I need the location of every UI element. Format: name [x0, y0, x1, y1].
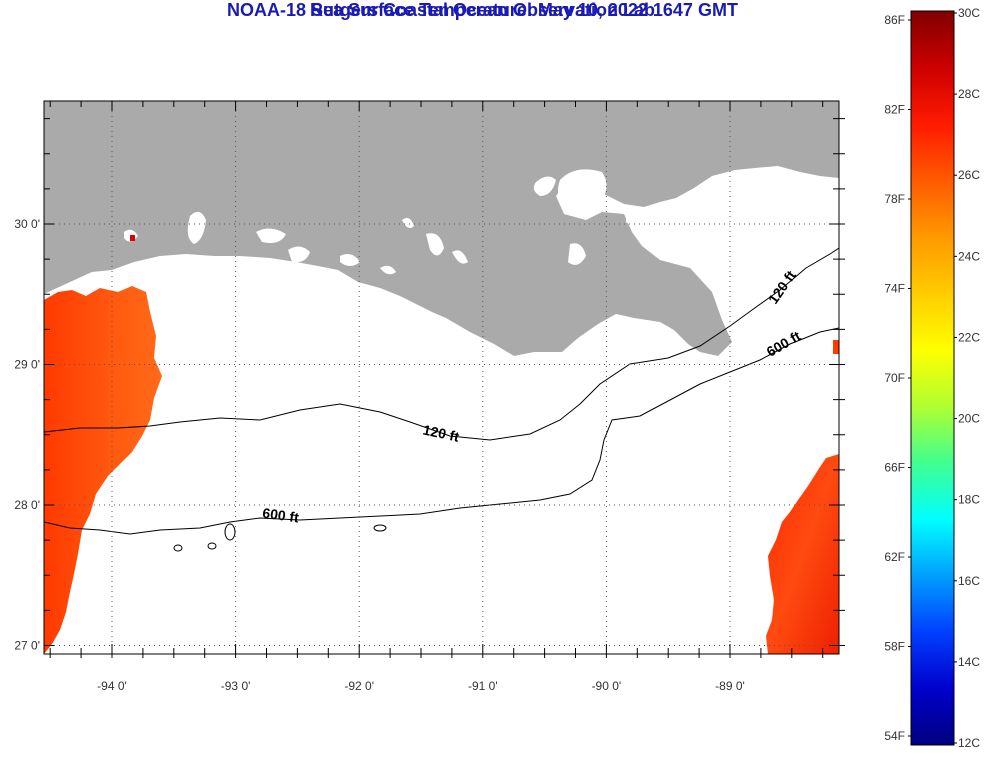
colorbar-celsius-labels: 30C 28C 26C 24C 22C 20C 18C 16C 14C 12C: [958, 6, 980, 750]
celsius-label: 22C: [958, 330, 980, 344]
latitude-labels: 30 0' 29 0' 28 0' 27 0': [14, 217, 40, 653]
land-mass: [44, 101, 839, 356]
isobath-contour-fragment: [173, 544, 183, 552]
lat-label: 30 0': [14, 217, 40, 231]
fahrenheit-label: 74F: [884, 282, 905, 296]
lon-label: -94 0': [97, 679, 127, 693]
colorbar-ticks: [908, 12, 957, 744]
celsius-label: 12C: [958, 736, 980, 750]
celsius-label: 28C: [958, 87, 980, 101]
isobath-contour-fragment: [373, 524, 387, 532]
map-subtitle: Rutgers Coastal Ocean Observation Lab: [309, 0, 656, 20]
fahrenheit-label: 66F: [884, 461, 905, 475]
map-frame: [43, 100, 840, 655]
celsius-label: 26C: [958, 168, 980, 182]
celsius-label: 24C: [958, 249, 980, 263]
fahrenheit-label: 70F: [884, 371, 905, 385]
celsius-label: 30C: [958, 6, 980, 20]
lake: [187, 211, 206, 244]
lon-label: -91 0': [468, 679, 498, 693]
celsius-label: 16C: [958, 574, 980, 588]
longitude-labels: -94 0' -93 0' -92 0' -91 0' -90 0' -89 0…: [97, 679, 745, 693]
contour-label: 600 ft: [261, 505, 300, 526]
graticule: [44, 101, 839, 654]
fahrenheit-label: 62F: [884, 550, 905, 564]
fahrenheit-label: 82F: [884, 103, 905, 117]
lake: [288, 246, 310, 263]
isobath-120ft-line: [44, 247, 839, 441]
sst-speck: [130, 235, 135, 241]
lake: [340, 254, 360, 266]
lake: [626, 209, 650, 227]
isobath-contour-fragment: [224, 523, 236, 541]
celsius-label: 18C: [958, 493, 980, 507]
lon-label: -90 0': [592, 679, 622, 693]
colorbar-fahrenheit-labels: 86F 82F 78F 74F 70F 66F 62F 58F 54F: [884, 13, 905, 743]
map-content: [44, 101, 839, 654]
contour-label: 120 ft: [421, 421, 460, 444]
map-title: NOAA-18 Sea Surface Temperature: May 10,…: [227, 0, 738, 20]
lake: [533, 176, 556, 196]
lake: [380, 265, 396, 275]
lon-label: -89 0': [715, 679, 745, 693]
fahrenheit-label: 54F: [884, 729, 905, 743]
sst-patch-east: [766, 454, 839, 654]
lake: [568, 243, 586, 265]
lake: [452, 250, 468, 264]
lake: [426, 233, 444, 256]
sst-patch-west: [44, 286, 162, 654]
isobath-contour-fragment: [207, 542, 217, 550]
colorbar: [910, 10, 955, 746]
lon-label: -92 0': [344, 679, 374, 693]
lat-label: 28 0': [14, 498, 40, 512]
sst-speck: [833, 340, 839, 354]
celsius-label: 20C: [958, 412, 980, 426]
celsius-label: 14C: [958, 655, 980, 669]
fahrenheit-label: 86F: [884, 13, 905, 27]
fahrenheit-label: 78F: [884, 192, 905, 206]
lake: [402, 218, 414, 228]
isobath-600ft-line: [44, 327, 839, 535]
lake: [256, 228, 286, 243]
lat-label: 27 0': [14, 639, 40, 653]
axis-ticks: [44, 101, 845, 658]
lake: [558, 169, 607, 212]
lat-label: 29 0': [14, 358, 40, 372]
lon-label: -93 0': [221, 679, 251, 693]
fahrenheit-label: 58F: [884, 640, 905, 654]
